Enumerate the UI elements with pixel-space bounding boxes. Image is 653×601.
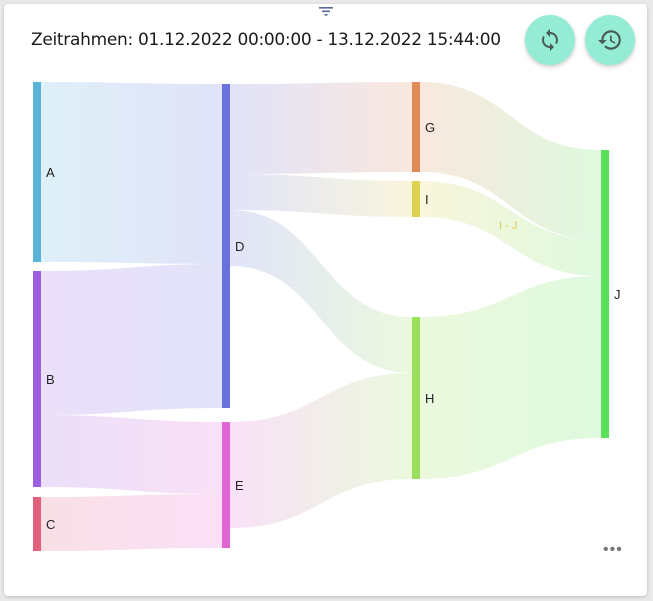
link-C-E[interactable] [41,494,222,551]
link-B-D[interactable] [41,264,222,415]
node-A[interactable] [33,82,41,262]
node-label-H: H [425,391,434,406]
refresh-button[interactable] [525,15,575,65]
link-D-I[interactable] [230,174,412,217]
history-button[interactable] [585,15,635,65]
node-label-G: G [425,120,435,135]
link-hover-label: I - J [499,220,517,232]
node-label-E: E [235,478,244,493]
node-label-D: D [235,239,244,254]
node-I[interactable] [412,181,420,217]
node-C[interactable] [33,497,41,551]
node-G[interactable] [412,82,420,172]
node-label-C: C [46,517,55,532]
node-E[interactable] [222,422,230,548]
link-H-J[interactable] [420,276,601,479]
link-A-D[interactable] [41,82,222,264]
node-J[interactable] [601,150,609,438]
timeframe-title: Zeitrahmen: 01.12.2022 00:00:00 - 13.12.… [31,30,501,50]
node-H[interactable] [412,317,420,479]
link-E-H[interactable] [230,373,412,528]
more-horizontal-icon[interactable]: ••• [603,541,623,558]
node-B[interactable] [33,271,41,487]
link-D-G[interactable] [230,82,412,174]
history-icon [598,30,621,50]
node-label-I: I [425,192,429,207]
link-I-J[interactable] [420,181,601,276]
refresh-icon [542,29,558,51]
node-label-B: B [46,372,55,387]
node-label-A: A [46,165,55,180]
link-D-H[interactable] [230,210,412,373]
link-G-J[interactable] [420,82,601,240]
link-B-E[interactable] [41,415,222,494]
node-label-J: J [614,287,621,302]
filter-icon[interactable] [318,4,334,18]
node-D[interactable] [222,84,230,408]
